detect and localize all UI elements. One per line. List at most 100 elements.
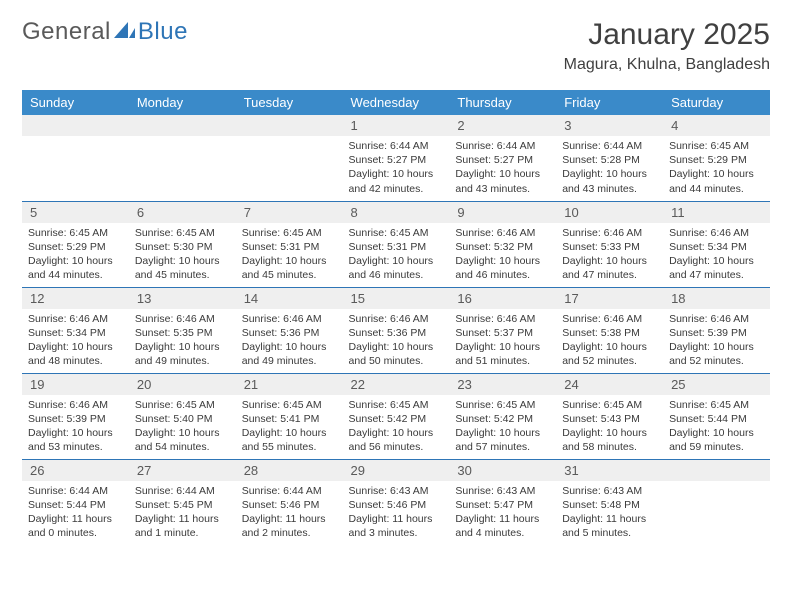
day-number: 10: [556, 202, 663, 223]
day-number: 28: [236, 460, 343, 481]
day-details: Sunrise: 6:44 AMSunset: 5:44 PMDaylight:…: [22, 481, 129, 545]
day-number: 27: [129, 460, 236, 481]
day-number: 13: [129, 288, 236, 309]
calendar-table: Sunday Monday Tuesday Wednesday Thursday…: [22, 90, 770, 545]
day-number: 24: [556, 374, 663, 395]
day-number: 9: [449, 202, 556, 223]
day-details: Sunrise: 6:46 AMSunset: 5:39 PMDaylight:…: [663, 309, 770, 373]
day-number: 1: [343, 115, 450, 136]
weekday-header-row: Sunday Monday Tuesday Wednesday Thursday…: [22, 90, 770, 115]
day-number: 11: [663, 202, 770, 223]
day-number: 4: [663, 115, 770, 136]
calendar-cell: 25Sunrise: 6:45 AMSunset: 5:44 PMDayligh…: [663, 373, 770, 459]
calendar-week-row: 26Sunrise: 6:44 AMSunset: 5:44 PMDayligh…: [22, 459, 770, 545]
day-number: 7: [236, 202, 343, 223]
day-number: 30: [449, 460, 556, 481]
day-details: Sunrise: 6:43 AMSunset: 5:46 PMDaylight:…: [343, 481, 450, 545]
day-number: 17: [556, 288, 663, 309]
weekday-header: Friday: [556, 90, 663, 115]
day-number: 23: [449, 374, 556, 395]
day-details: Sunrise: 6:45 AMSunset: 5:29 PMDaylight:…: [22, 223, 129, 287]
calendar-cell: 11Sunrise: 6:46 AMSunset: 5:34 PMDayligh…: [663, 201, 770, 287]
calendar-cell: 16Sunrise: 6:46 AMSunset: 5:37 PMDayligh…: [449, 287, 556, 373]
calendar-cell: 3Sunrise: 6:44 AMSunset: 5:28 PMDaylight…: [556, 115, 663, 201]
day-details: Sunrise: 6:45 AMSunset: 5:40 PMDaylight:…: [129, 395, 236, 459]
day-details: Sunrise: 6:45 AMSunset: 5:31 PMDaylight:…: [236, 223, 343, 287]
day-details: Sunrise: 6:43 AMSunset: 5:48 PMDaylight:…: [556, 481, 663, 545]
day-number: 15: [343, 288, 450, 309]
day-number: 5: [22, 202, 129, 223]
day-details: Sunrise: 6:46 AMSunset: 5:38 PMDaylight:…: [556, 309, 663, 373]
calendar-cell: 9Sunrise: 6:46 AMSunset: 5:32 PMDaylight…: [449, 201, 556, 287]
day-details: Sunrise: 6:44 AMSunset: 5:28 PMDaylight:…: [556, 136, 663, 200]
weekday-header: Thursday: [449, 90, 556, 115]
day-number: 19: [22, 374, 129, 395]
day-details: Sunrise: 6:45 AMSunset: 5:30 PMDaylight:…: [129, 223, 236, 287]
calendar-cell: 26Sunrise: 6:44 AMSunset: 5:44 PMDayligh…: [22, 459, 129, 545]
day-details: Sunrise: 6:45 AMSunset: 5:29 PMDaylight:…: [663, 136, 770, 200]
day-number: 21: [236, 374, 343, 395]
day-details: Sunrise: 6:44 AMSunset: 5:27 PMDaylight:…: [343, 136, 450, 200]
day-details: Sunrise: 6:46 AMSunset: 5:35 PMDaylight:…: [129, 309, 236, 373]
day-details: Sunrise: 6:46 AMSunset: 5:32 PMDaylight:…: [449, 223, 556, 287]
calendar-cell: 7Sunrise: 6:45 AMSunset: 5:31 PMDaylight…: [236, 201, 343, 287]
calendar-cell: 10Sunrise: 6:46 AMSunset: 5:33 PMDayligh…: [556, 201, 663, 287]
calendar-cell: 13Sunrise: 6:46 AMSunset: 5:35 PMDayligh…: [129, 287, 236, 373]
empty-day-num: [22, 115, 129, 136]
calendar-cell: 22Sunrise: 6:45 AMSunset: 5:42 PMDayligh…: [343, 373, 450, 459]
calendar-cell: 15Sunrise: 6:46 AMSunset: 5:36 PMDayligh…: [343, 287, 450, 373]
logo-text-general: General: [22, 18, 111, 46]
day-details: Sunrise: 6:45 AMSunset: 5:42 PMDaylight:…: [343, 395, 450, 459]
day-details: Sunrise: 6:46 AMSunset: 5:36 PMDaylight:…: [343, 309, 450, 373]
logo: General Blue: [22, 18, 188, 46]
day-number: 12: [22, 288, 129, 309]
calendar-cell: 4Sunrise: 6:45 AMSunset: 5:29 PMDaylight…: [663, 115, 770, 201]
day-details: Sunrise: 6:45 AMSunset: 5:42 PMDaylight:…: [449, 395, 556, 459]
day-details: Sunrise: 6:46 AMSunset: 5:33 PMDaylight:…: [556, 223, 663, 287]
weekday-header: Wednesday: [343, 90, 450, 115]
month-title: January 2025: [564, 18, 770, 52]
empty-day-num: [663, 460, 770, 481]
calendar-cell: 23Sunrise: 6:45 AMSunset: 5:42 PMDayligh…: [449, 373, 556, 459]
day-details: Sunrise: 6:46 AMSunset: 5:34 PMDaylight:…: [663, 223, 770, 287]
calendar-week-row: 5Sunrise: 6:45 AMSunset: 5:29 PMDaylight…: [22, 201, 770, 287]
day-number: 31: [556, 460, 663, 481]
calendar-cell: 14Sunrise: 6:46 AMSunset: 5:36 PMDayligh…: [236, 287, 343, 373]
day-details: Sunrise: 6:44 AMSunset: 5:45 PMDaylight:…: [129, 481, 236, 545]
calendar-cell: 18Sunrise: 6:46 AMSunset: 5:39 PMDayligh…: [663, 287, 770, 373]
empty-day-num: [236, 115, 343, 136]
day-number: 6: [129, 202, 236, 223]
day-number: 20: [129, 374, 236, 395]
calendar-cell: 8Sunrise: 6:45 AMSunset: 5:31 PMDaylight…: [343, 201, 450, 287]
calendar-cell: [22, 115, 129, 201]
day-details: Sunrise: 6:43 AMSunset: 5:47 PMDaylight:…: [449, 481, 556, 545]
empty-day-num: [129, 115, 236, 136]
day-details: Sunrise: 6:45 AMSunset: 5:41 PMDaylight:…: [236, 395, 343, 459]
day-number: 3: [556, 115, 663, 136]
calendar-week-row: 12Sunrise: 6:46 AMSunset: 5:34 PMDayligh…: [22, 287, 770, 373]
calendar-cell: [129, 115, 236, 201]
day-number: 8: [343, 202, 450, 223]
header: General Blue January 2025 Magura, Khulna…: [22, 18, 770, 74]
title-block: January 2025 Magura, Khulna, Bangladesh: [564, 18, 770, 74]
calendar-cell: 20Sunrise: 6:45 AMSunset: 5:40 PMDayligh…: [129, 373, 236, 459]
calendar-week-row: 1Sunrise: 6:44 AMSunset: 5:27 PMDaylight…: [22, 115, 770, 201]
calendar-cell: 2Sunrise: 6:44 AMSunset: 5:27 PMDaylight…: [449, 115, 556, 201]
calendar-cell: 21Sunrise: 6:45 AMSunset: 5:41 PMDayligh…: [236, 373, 343, 459]
location: Magura, Khulna, Bangladesh: [564, 56, 770, 74]
day-details: Sunrise: 6:45 AMSunset: 5:31 PMDaylight:…: [343, 223, 450, 287]
calendar-cell: 28Sunrise: 6:44 AMSunset: 5:46 PMDayligh…: [236, 459, 343, 545]
calendar-cell: 24Sunrise: 6:45 AMSunset: 5:43 PMDayligh…: [556, 373, 663, 459]
day-details: Sunrise: 6:46 AMSunset: 5:34 PMDaylight:…: [22, 309, 129, 373]
calendar-cell: 27Sunrise: 6:44 AMSunset: 5:45 PMDayligh…: [129, 459, 236, 545]
weekday-header: Saturday: [663, 90, 770, 115]
weekday-header: Tuesday: [236, 90, 343, 115]
calendar-cell: 17Sunrise: 6:46 AMSunset: 5:38 PMDayligh…: [556, 287, 663, 373]
weekday-header: Sunday: [22, 90, 129, 115]
day-number: 14: [236, 288, 343, 309]
calendar-week-row: 19Sunrise: 6:46 AMSunset: 5:39 PMDayligh…: [22, 373, 770, 459]
day-details: Sunrise: 6:44 AMSunset: 5:27 PMDaylight:…: [449, 136, 556, 200]
day-number: 22: [343, 374, 450, 395]
logo-text-blue: Blue: [138, 18, 188, 46]
day-number: 26: [22, 460, 129, 481]
